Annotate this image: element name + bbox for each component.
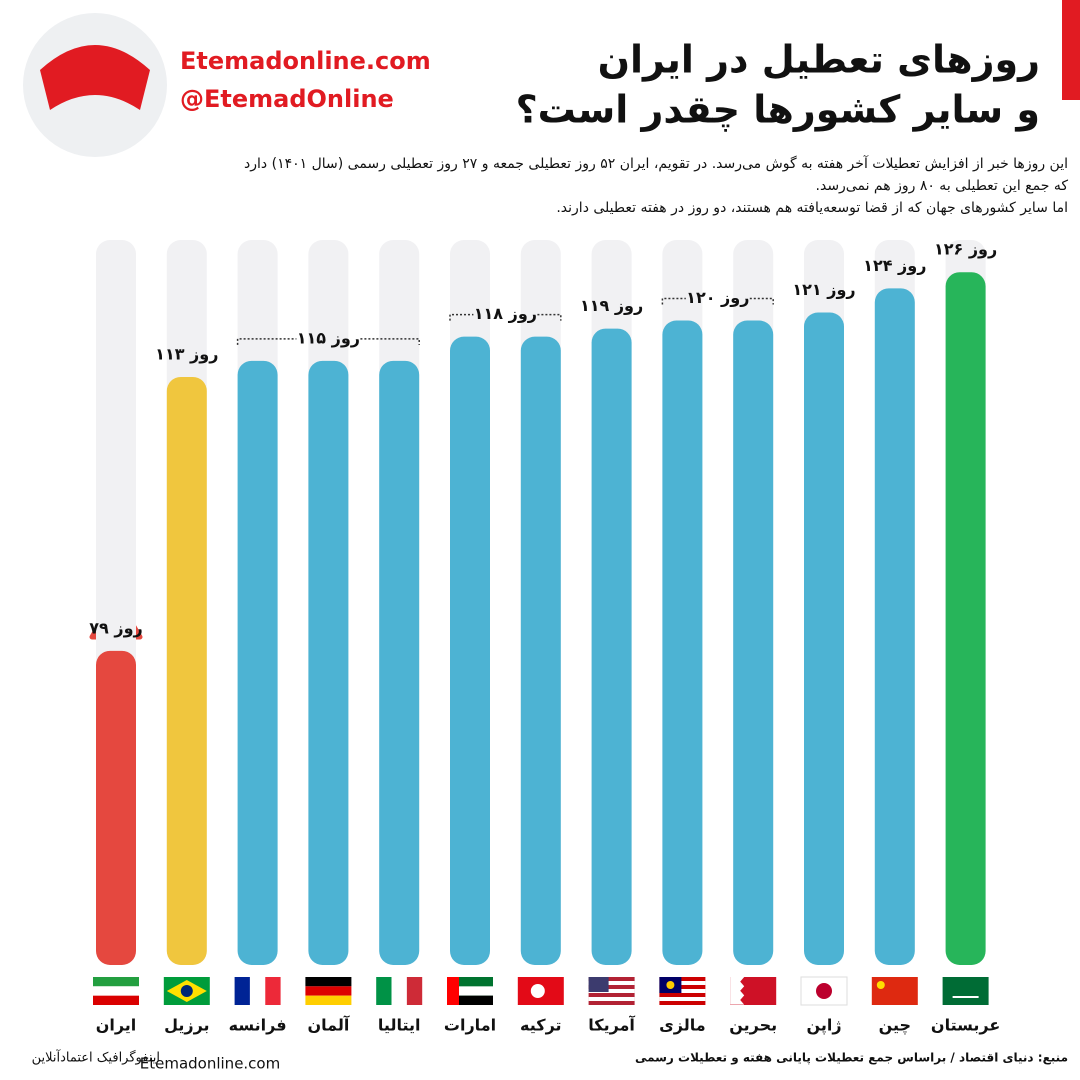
flag-stripe <box>305 995 352 1005</box>
flag-stripe <box>588 997 635 1001</box>
accent-bar <box>1062 0 1080 100</box>
title-line: روزهای تعطیل در ایران <box>598 38 1040 83</box>
flag-field <box>871 977 918 1005</box>
subtitle-line: که جمع این تعطیلی به ۸۰ روز هم نمی‌رسد. <box>816 178 1069 194</box>
value-label: ۱۱۸ روز <box>474 304 537 323</box>
group-bracket <box>449 313 562 321</box>
category-label: امارات <box>444 1016 496 1035</box>
flag-stripe <box>459 986 493 996</box>
flag-stripe <box>305 986 352 996</box>
category-label: عربستان <box>931 1016 1000 1035</box>
flag-stripe <box>265 977 281 1005</box>
flag <box>376 977 423 1005</box>
flag <box>93 977 139 1005</box>
flag-band <box>730 977 745 1005</box>
footer-source: منبع: دنیای اقتصاد / براساس جمع تعطیلات … <box>635 1051 1068 1066</box>
flag-field <box>942 977 989 1005</box>
bar <box>662 320 703 965</box>
bar <box>96 650 136 965</box>
flag-stripe <box>305 977 352 987</box>
flag-stripe <box>249 977 266 1005</box>
flag-border <box>800 976 848 1006</box>
bar <box>520 336 561 966</box>
flag <box>447 977 493 1005</box>
title-line: و سایر کشورها چقدر است؟ <box>516 88 1040 133</box>
category-label: آلمان <box>307 1015 349 1035</box>
flag-circle <box>180 985 193 997</box>
brand-site: Etemadonline.com <box>180 47 431 75</box>
bar <box>945 272 986 965</box>
footer-credit: اینفوگرافیک اعتمادآنلاین <box>32 1049 160 1066</box>
bar <box>804 312 844 965</box>
category-label: ژاپن <box>806 1016 841 1036</box>
flag-stripe <box>406 977 423 1005</box>
value-label: ۱۲۴ روز <box>863 256 926 275</box>
bar <box>874 288 915 965</box>
category-label: چین <box>879 1016 911 1036</box>
value-label: ۷۹ روز <box>89 618 142 637</box>
bar <box>450 336 490 966</box>
flag-star <box>666 981 675 989</box>
flag-stripe <box>391 977 407 1005</box>
flag-sword <box>952 996 979 998</box>
bar <box>308 360 349 965</box>
flag-stripe <box>234 977 250 1005</box>
flag-stripe <box>93 977 139 987</box>
logo-mark <box>40 45 150 110</box>
footer-site: Etemadonline.com <box>140 1055 280 1073</box>
bar <box>237 360 278 965</box>
flag <box>517 977 564 1005</box>
flag-stripe <box>659 989 706 993</box>
flag-star <box>876 981 885 989</box>
flag <box>234 977 281 1005</box>
subtitle-line: این روزها خبر از افزایش تعطیلات آخر هفته… <box>244 155 1068 172</box>
subtitle-line: اما سایر کشورهای جهان که از قضا توسعه‌یا… <box>556 200 1068 216</box>
brand-handle: @EtemadOnline <box>180 85 394 113</box>
flag <box>942 977 989 1005</box>
flag <box>871 977 918 1005</box>
bar <box>379 360 420 965</box>
flag <box>305 977 352 1005</box>
bar <box>591 328 632 966</box>
flag-stripe <box>376 977 392 1005</box>
category-label: ترکیه <box>520 1016 562 1035</box>
flag-stripe <box>459 995 493 1005</box>
category-label: فرانسه <box>229 1016 287 1035</box>
value-label: ۱۲۱ روز <box>792 280 855 299</box>
flag <box>800 976 848 1006</box>
flag-stripe <box>93 995 139 1005</box>
flag-canton <box>588 977 609 992</box>
flag-stripe <box>659 997 706 1001</box>
flag <box>588 977 635 1005</box>
value-label: ۱۲۰ روز <box>686 288 749 307</box>
category-label: برزیل <box>164 1016 209 1035</box>
flag-stripe <box>588 981 635 985</box>
value-label: ۱۱۵ روز <box>297 328 360 347</box>
flag-sun <box>816 983 832 999</box>
flag-stripe <box>659 981 706 985</box>
bar <box>166 376 207 965</box>
flag-stripe <box>93 986 139 996</box>
category-label: آمریکا <box>588 1015 635 1035</box>
group-bracket <box>661 297 774 305</box>
value-label: ۱۲۶ روز <box>934 240 997 259</box>
logo <box>23 13 167 157</box>
flag-crescent <box>530 984 545 998</box>
flag <box>659 977 706 1005</box>
flag-band <box>447 977 459 1005</box>
value-label: ۱۱۳ روز <box>155 344 218 363</box>
category-label: ایران <box>96 1016 137 1035</box>
value-label: ۱۱۹ روز <box>580 296 643 315</box>
group-bracket <box>236 338 420 345</box>
category-label: ایتالیا <box>378 1016 421 1035</box>
flag-stripe <box>588 989 635 993</box>
category-label: بحرین <box>729 1016 777 1035</box>
flag <box>163 977 210 1005</box>
category-label: مالزی <box>659 1016 706 1035</box>
bar <box>733 320 774 965</box>
flag <box>730 977 777 1005</box>
